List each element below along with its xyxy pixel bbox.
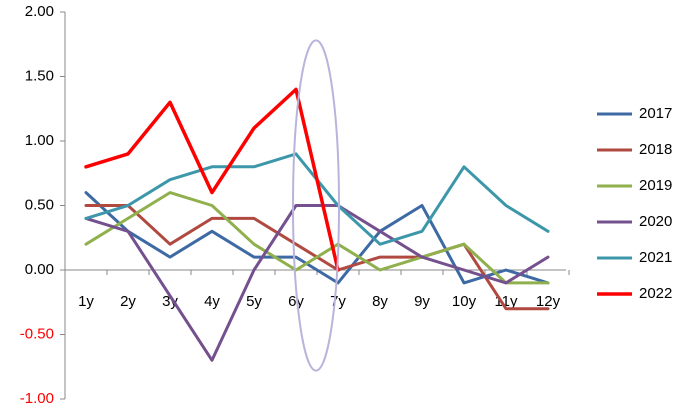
- y-tick-label: 0.50: [25, 196, 54, 213]
- x-tick-label: 8y: [372, 293, 388, 310]
- legend: 2017 2018 2019 2020 2021 2022: [597, 105, 672, 302]
- legend-label-2019: 2019: [639, 177, 672, 194]
- y-tick-label: -0.50: [20, 325, 54, 342]
- x-tick-label: 10y: [452, 293, 477, 310]
- y-tick-label: 1.00: [25, 132, 54, 149]
- y-tick-label: 1.50: [25, 67, 54, 84]
- x-tick-label: 12y: [536, 293, 561, 310]
- y-tick-label: 2.00: [25, 3, 54, 20]
- x-tick-label: 2y: [120, 293, 136, 310]
- y-tick-label: -1.00: [20, 390, 54, 407]
- x-tick-label: 7y: [330, 293, 346, 310]
- annotation-layer: [292, 39, 340, 372]
- y-tick-label: 0.00: [25, 261, 54, 278]
- legend-label-2017: 2017: [639, 105, 672, 122]
- legend-label-2020: 2020: [639, 213, 672, 230]
- y-axis-ticks: 2.00 1.50 1.00 0.50 0.00 -0.50 -1.00: [20, 3, 65, 407]
- x-tick-label: 4y: [204, 293, 220, 310]
- series-line-2022: [84, 87, 340, 272]
- series-lines: [84, 87, 550, 362]
- series-line-2019: [84, 191, 550, 285]
- x-tick-label: 3y: [162, 293, 178, 310]
- legend-label-2021: 2021: [639, 249, 672, 266]
- x-tick-label: 9y: [414, 293, 430, 310]
- x-tick-label: 1y: [78, 293, 94, 310]
- legend-label-2018: 2018: [639, 141, 672, 158]
- legend-label-2022: 2022: [639, 285, 672, 302]
- series-line-2020: [84, 204, 550, 362]
- series-line-2017: [84, 191, 550, 285]
- x-tick-label: 5y: [246, 293, 262, 310]
- highlight-ellipse: [292, 39, 340, 372]
- x-tick-label: 11y: [494, 293, 518, 310]
